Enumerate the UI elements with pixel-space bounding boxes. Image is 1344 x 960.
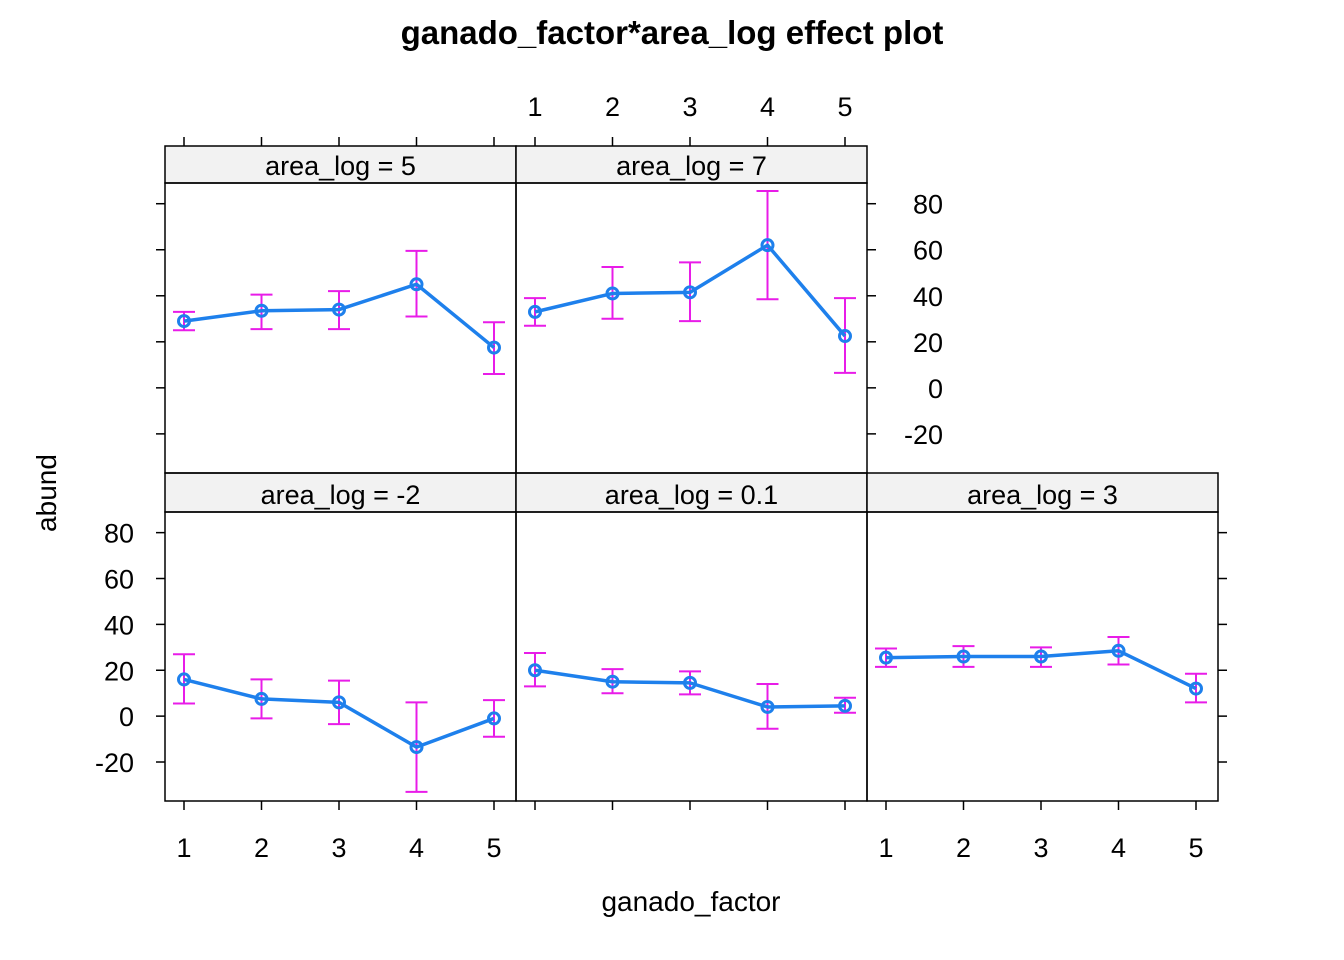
y-tick-label: 80 xyxy=(913,190,943,220)
x-tick-label: 4 xyxy=(1111,833,1126,863)
panel-strip xyxy=(164,145,517,184)
x-axis-label: ganado_factor xyxy=(601,886,780,917)
chart-title: ganado_factor*area_log effect plot xyxy=(401,14,944,51)
data-point xyxy=(332,302,346,317)
panels-layer: area_log = -2 area_log = 0.1 area_log = 3 a… xyxy=(164,145,1219,802)
x-tick-label: 5 xyxy=(486,833,501,863)
x-tick-label: 5 xyxy=(837,92,852,122)
data-point xyxy=(177,314,191,329)
data-point xyxy=(760,238,775,253)
x-tick-label: 2 xyxy=(254,833,269,863)
x-tick-label: 4 xyxy=(760,92,775,122)
y-tick-label: 60 xyxy=(104,565,134,595)
panel-strip-label: area_log = 5 xyxy=(265,151,416,181)
y-tick-label: 60 xyxy=(913,236,943,266)
panel-3: area_log = 3 xyxy=(866,472,1219,802)
panel-frame xyxy=(164,511,517,802)
data-point xyxy=(879,650,893,665)
axes-layer: 1 2 3 4 5 1 2 3 4 5 1 2 3 4 5 -20 0 20 40 60 80 -20 0 20 40 60 80 xyxy=(95,92,1227,863)
panel-4: area_log = 5 xyxy=(164,145,517,474)
error-bar xyxy=(524,297,546,327)
panel-strip-label: area_log = 0.1 xyxy=(605,480,778,510)
panel-frame xyxy=(515,182,868,474)
panel-frame xyxy=(515,511,868,802)
panel-strip-label: area_log = -2 xyxy=(261,480,421,510)
data-point xyxy=(605,286,620,301)
y-tick-label: 40 xyxy=(913,282,943,312)
panel-strip xyxy=(866,472,1219,513)
fit-line xyxy=(534,243,847,338)
y-tick-label: 0 xyxy=(928,374,943,404)
y-tick-label: 20 xyxy=(913,328,943,358)
data-point xyxy=(1111,643,1126,658)
x-tick-label: 2 xyxy=(605,92,620,122)
x-tick-label: 1 xyxy=(878,833,893,863)
y-tick-label: 0 xyxy=(119,702,134,732)
panel-strip-label: area_log = 7 xyxy=(616,151,767,181)
data-point xyxy=(956,649,971,664)
data-point xyxy=(528,663,542,678)
x-tick-label: 4 xyxy=(409,833,424,863)
x-tick-label: 3 xyxy=(331,833,346,863)
error-bar xyxy=(173,653,195,705)
data-point xyxy=(487,711,501,726)
data-point xyxy=(760,699,775,714)
y-tick-label: 80 xyxy=(104,519,134,549)
panel-strip-label: area_log = 3 xyxy=(967,480,1118,510)
panel-strip xyxy=(515,145,868,184)
x-tick-label: 2 xyxy=(956,833,971,863)
data-point xyxy=(409,740,424,755)
data-point xyxy=(683,285,697,300)
data-point xyxy=(409,277,424,292)
data-point xyxy=(683,675,697,690)
y-tick-label: -20 xyxy=(904,420,943,450)
x-tick-label: 1 xyxy=(527,92,542,122)
data-point xyxy=(332,695,346,710)
data-point xyxy=(838,698,852,713)
data-point xyxy=(254,303,269,318)
error-bar xyxy=(524,652,546,688)
panel-5: area_log = 7 xyxy=(515,145,868,474)
x-tick-label: 5 xyxy=(1188,833,1203,863)
fit-line xyxy=(885,649,1197,691)
x-tick-label: 1 xyxy=(176,833,191,863)
panel-strip xyxy=(164,472,517,513)
x-tick-label: 3 xyxy=(1033,833,1048,863)
x-tick-label: 3 xyxy=(682,92,697,122)
data-point xyxy=(1189,681,1203,696)
data-point xyxy=(605,674,620,689)
panel-frame xyxy=(866,511,1219,802)
data-point xyxy=(487,340,501,355)
panel-2: area_log = 0.1 xyxy=(515,472,868,802)
fit-line xyxy=(183,677,495,749)
data-point xyxy=(177,672,191,687)
y-tick-label: 20 xyxy=(104,656,134,686)
error-bar xyxy=(483,321,505,376)
data-point xyxy=(838,329,852,344)
data-point xyxy=(528,304,542,319)
y-tick-label: 40 xyxy=(104,610,134,640)
fit-line xyxy=(534,668,846,709)
y-tick-label: -20 xyxy=(95,748,134,778)
data-point xyxy=(1034,649,1048,664)
y-axis-label: abund xyxy=(31,454,62,532)
panel-frame xyxy=(164,182,517,474)
fit-line xyxy=(183,282,496,349)
panel-1: area_log = -2 xyxy=(164,472,517,802)
data-point xyxy=(254,691,269,706)
